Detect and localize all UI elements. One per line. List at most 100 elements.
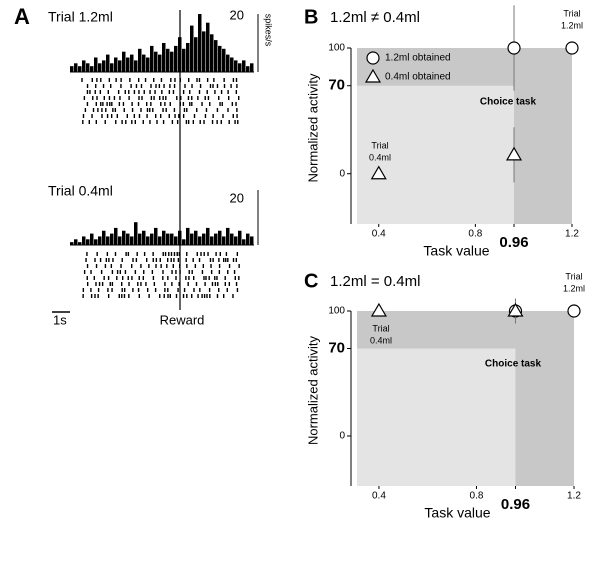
annotation: 0.4ml (370, 335, 392, 345)
histogram-bar (74, 239, 78, 245)
histogram-bar (214, 233, 218, 245)
triangle-point (505, 146, 523, 161)
histogram-bar (106, 54, 110, 72)
unit-label: spikes/s (264, 14, 274, 47)
annotation: 0.4ml (369, 152, 391, 162)
histogram-bar (114, 227, 118, 245)
histogram-bar (230, 57, 234, 72)
histogram-bar (70, 66, 74, 72)
histogram-bar (138, 48, 142, 72)
histogram-bar (218, 45, 222, 72)
histogram-bar (246, 233, 250, 245)
histogram-bar (190, 25, 194, 73)
x-tick-label: 0.8 (470, 491, 484, 502)
histogram-bar (122, 230, 126, 245)
panel-label: B (304, 6, 318, 28)
histogram-bar (138, 233, 142, 245)
histogram-bar (202, 233, 206, 245)
histogram-bar (86, 239, 90, 245)
histogram-bar (174, 236, 178, 245)
histogram-bar (150, 233, 154, 245)
histogram-bar (174, 45, 178, 72)
time-scale-label: 1s (53, 312, 67, 327)
annotation: Trial (565, 271, 582, 281)
triangle-point (370, 302, 387, 317)
scale-label: 20 (230, 7, 244, 22)
histogram-bar (210, 236, 214, 245)
histogram-bar (94, 239, 98, 245)
histogram-bar (118, 60, 122, 72)
y-axis-label: Normalized activity (305, 335, 320, 445)
annotation: Trial (563, 8, 580, 18)
histogram-bar (154, 51, 158, 72)
histogram-bar (98, 236, 102, 245)
x-tick-label: 1.2 (565, 229, 579, 240)
histogram-bar (98, 63, 102, 72)
histogram-bar (198, 14, 202, 72)
x-tick-label: 0.8 (468, 229, 482, 240)
histogram-bar (182, 239, 186, 245)
panel-title: 1.2ml = 0.4ml (330, 273, 420, 290)
histogram-bar (222, 48, 226, 72)
circle-point (507, 41, 521, 55)
y-tick-label: 70 (328, 339, 345, 356)
histogram-bar (74, 63, 78, 72)
histogram-bar (94, 57, 98, 72)
panel-title: 1.2ml ≠ 0.4ml (330, 9, 420, 26)
annotation: 1.2ml (561, 20, 583, 30)
circle-point (565, 41, 579, 55)
histogram-bar (186, 43, 190, 72)
histogram-bar (194, 230, 198, 245)
histogram-bar (206, 227, 210, 245)
histogram-bar (122, 51, 126, 72)
circle-point (567, 304, 581, 318)
histogram-bar (202, 31, 206, 72)
legend-label: 0.4ml obtained (385, 72, 451, 83)
panel-title: Trial 0.4ml (48, 183, 113, 199)
x-tick-label: 0.4 (372, 491, 386, 502)
y-tick-label: 100 (328, 43, 345, 54)
x-tick-label: 1.2 (567, 491, 581, 502)
x-axis-label: Task value (423, 243, 489, 259)
histogram-bar (82, 60, 86, 72)
x-tick-label: 0.96 (501, 496, 530, 513)
histogram-bar (162, 230, 166, 245)
histogram-bar (238, 230, 242, 245)
region-label: Choice task (485, 359, 542, 370)
panel-label: C (304, 270, 318, 292)
y-tick-label: 100 (328, 306, 345, 317)
histogram-bar (150, 45, 154, 72)
x-tick-label: 0.96 (499, 234, 528, 251)
histogram-bar (250, 63, 254, 72)
x-tick-label: 0.4 (372, 229, 386, 240)
annotation: Trial (371, 140, 388, 150)
histogram-bar (214, 40, 218, 72)
histogram-bar (218, 230, 222, 245)
histogram-bar (170, 233, 174, 245)
circle-point (366, 51, 380, 65)
histogram-bar (102, 230, 106, 245)
histogram-bar (130, 54, 134, 72)
histogram-bar (106, 236, 110, 245)
histogram-bar (226, 54, 230, 72)
choice-region-x (514, 48, 572, 224)
histogram-bar (110, 63, 114, 72)
histogram-bar (130, 236, 134, 245)
annotation: Trial (372, 323, 389, 333)
y-tick-label: 0 (339, 431, 345, 442)
histogram-bar (222, 236, 226, 245)
histogram-bar (146, 236, 150, 245)
histogram-bar (110, 233, 114, 245)
triangle-point (507, 302, 524, 317)
histogram-bar (90, 233, 94, 245)
histogram-bar (242, 239, 246, 245)
histogram-bar (238, 63, 242, 72)
histogram-bar (182, 48, 186, 72)
histogram-bar (142, 230, 146, 245)
histogram-bar (134, 60, 138, 72)
histogram-bar (186, 227, 190, 245)
histogram-bar (246, 66, 250, 72)
legend-label: 1.2ml obtained (385, 53, 451, 64)
histogram-bar (78, 242, 82, 245)
